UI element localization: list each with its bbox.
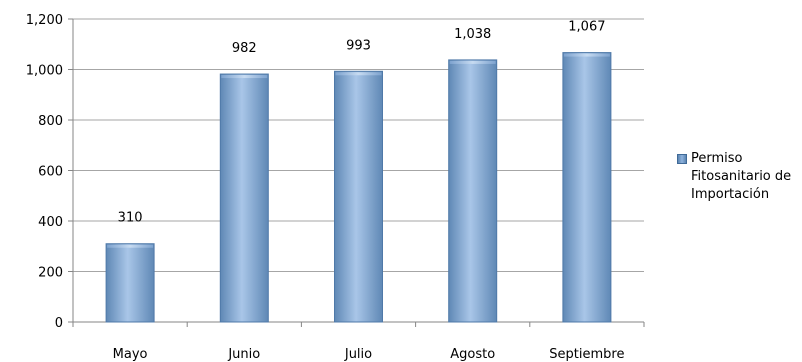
legend-label: Permiso Fitosanitario de Importación [691, 151, 792, 202]
bar [448, 59, 498, 323]
bar [105, 243, 155, 323]
bar-cap [107, 244, 154, 248]
x-tick-label: Junio [227, 347, 260, 362]
bar-cap [335, 72, 382, 76]
bar [219, 73, 269, 323]
x-tick-label: Agosto [450, 347, 495, 362]
y-tick-label: 400 [38, 215, 63, 230]
bar [562, 52, 612, 323]
y-tick-label: 0 [55, 316, 63, 331]
bars [105, 52, 612, 323]
x-tick-label: Julio [344, 347, 372, 362]
bar-cap [221, 75, 268, 79]
y-tick-label: 800 [38, 114, 63, 129]
labels: 0 200 400 600 800 1,000 1,200 310 Mayo 982 Junio 99… [26, 13, 625, 362]
legend-swatch [677, 154, 687, 164]
bar-cap [563, 53, 610, 57]
y-tick-label: 1,000 [26, 64, 63, 79]
data-label: 993 [346, 38, 371, 53]
bar-cap [449, 60, 496, 64]
data-label: 982 [232, 41, 257, 56]
data-label: 1,038 [454, 27, 491, 42]
bar [334, 70, 383, 323]
data-label: 1,067 [568, 20, 605, 35]
x-tick-label: Mayo [113, 347, 148, 362]
legend: Permiso Fitosanitario de Importación [677, 150, 799, 204]
y-tick-label: 1,200 [26, 13, 63, 28]
x-tick-label: Septiembre [549, 347, 624, 362]
y-tick-label: 200 [38, 266, 63, 281]
y-tick-label: 600 [38, 165, 63, 180]
data-label: 310 [118, 211, 143, 226]
